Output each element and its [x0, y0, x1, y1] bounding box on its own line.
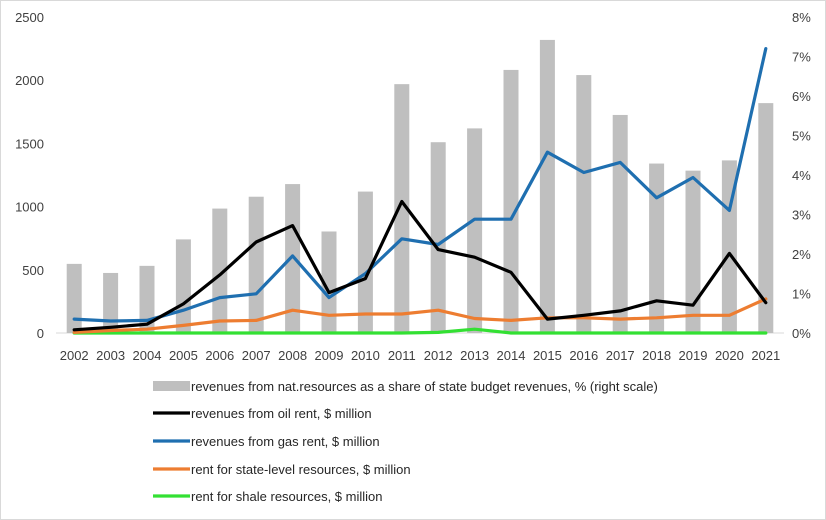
x-axis-tick-label: 2008 — [278, 348, 307, 363]
bar — [248, 196, 264, 333]
legend-label-line: rent for state-level resources, $ millio… — [191, 462, 411, 477]
bar — [685, 170, 701, 333]
bar — [321, 231, 337, 333]
series-line-1 — [72, 46, 768, 323]
bar — [539, 39, 555, 333]
bar — [175, 239, 191, 333]
legend-label-bar: revenues from nat.resources as a share o… — [191, 379, 658, 394]
series-line-3 — [72, 327, 768, 335]
bar — [576, 75, 592, 333]
right-axis-tick-label: 8% — [792, 10, 811, 25]
bar — [212, 208, 228, 333]
series-line-0 — [72, 199, 768, 332]
bar — [721, 160, 737, 333]
x-axis-tick-label: 2003 — [96, 348, 125, 363]
x-axis-tick-label: 2018 — [642, 348, 671, 363]
x-axis-tick-label: 2014 — [497, 348, 526, 363]
left-axis-tick-label: 1000 — [15, 200, 44, 215]
x-axis-tick-label: 2012 — [424, 348, 453, 363]
right-axis-tick-label: 1% — [792, 287, 811, 302]
x-axis-tick-label: 2010 — [351, 348, 380, 363]
bar-series — [66, 39, 774, 334]
x-axis-tick-label: 2015 — [533, 348, 562, 363]
bar — [357, 191, 373, 333]
right-axis-tick-label: 7% — [792, 50, 811, 65]
x-axis-tick-label: 2002 — [60, 348, 89, 363]
line-series — [72, 46, 768, 335]
legend-label-line: rent for shale resources, $ million — [191, 489, 382, 504]
left-axis-tick-label: 0 — [37, 326, 44, 341]
legend: revenues from nat.resources as a share o… — [153, 379, 658, 504]
bar — [430, 142, 446, 333]
bar — [139, 265, 155, 333]
left-axis-tick-label: 1500 — [15, 136, 44, 151]
left-axis-tick-label: 2000 — [15, 73, 44, 88]
left-axis-tick-label: 2500 — [15, 10, 44, 25]
series-line-2 — [72, 297, 768, 334]
bar — [612, 114, 628, 334]
right-axis-tick-label: 0% — [792, 326, 811, 341]
x-axis-tick-label: 2019 — [679, 348, 708, 363]
right-axis-tick-label: 4% — [792, 168, 811, 183]
right-axis-tick-label: 6% — [792, 89, 811, 104]
x-axis-tick-label: 2011 — [388, 348, 416, 363]
legend-label-line: revenues from gas rent, $ million — [191, 434, 380, 449]
bar — [66, 263, 82, 333]
bar — [285, 184, 301, 333]
bar — [758, 103, 774, 333]
x-axis-tick-label: 2006 — [205, 348, 234, 363]
x-axis-tick-label: 2009 — [315, 348, 344, 363]
legend-swatch-bar — [153, 381, 190, 391]
right-axis-tick-label: 3% — [792, 208, 811, 223]
left-axis-tick-label: 500 — [22, 263, 44, 278]
bar — [467, 128, 483, 333]
legend-label-line: revenues from oil rent, $ million — [191, 406, 372, 421]
bar — [649, 163, 665, 333]
right-axis-tick-label: 2% — [792, 247, 811, 262]
x-axis-tick-label: 2007 — [242, 348, 271, 363]
x-axis-tick-label: 2004 — [133, 348, 162, 363]
x-axis-tick-label: 2017 — [606, 348, 635, 363]
x-axis-tick-label: 2005 — [169, 348, 198, 363]
x-axis-tick-label: 2013 — [460, 348, 489, 363]
x-axis-tick-label: 2021 — [751, 348, 780, 363]
x-axis-tick-label: 2016 — [569, 348, 598, 363]
bar — [103, 272, 119, 333]
right-axis-tick-label: 5% — [792, 129, 811, 144]
bar — [394, 84, 410, 334]
x-axis-tick-label: 2020 — [715, 348, 744, 363]
bar — [503, 69, 519, 334]
